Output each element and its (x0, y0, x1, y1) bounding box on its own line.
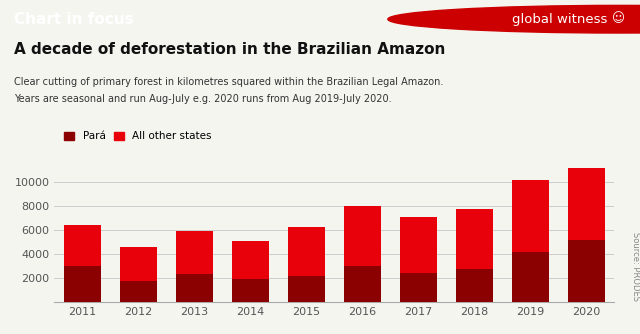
Bar (456, 209, 493, 269)
Text: A decade of deforestation in the Brazilian Amazon: A decade of deforestation in the Brazili… (14, 42, 445, 57)
Bar (512, 180, 548, 252)
Bar (288, 276, 324, 302)
Bar (568, 168, 605, 239)
Text: global witness: global witness (512, 13, 607, 26)
Bar (232, 241, 269, 279)
Bar (568, 239, 605, 302)
Bar (344, 266, 381, 302)
Circle shape (388, 5, 640, 33)
Bar (64, 224, 100, 266)
Bar (176, 274, 212, 302)
Text: Clear cutting of primary forest in kilometres squared within the Brazilian Legal: Clear cutting of primary forest in kilom… (14, 77, 444, 87)
Text: Chart in focus: Chart in focus (14, 12, 134, 27)
Bar (288, 227, 324, 276)
Bar (64, 266, 100, 302)
Bar (344, 206, 381, 266)
Text: ☺: ☺ (612, 12, 625, 25)
Text: Source: PRODES: Source: PRODES (631, 231, 640, 301)
Bar (400, 273, 436, 302)
Bar (120, 247, 157, 281)
Bar (176, 230, 212, 274)
Bar (120, 281, 157, 302)
Bar (512, 252, 548, 302)
Bar (456, 269, 493, 302)
Bar (232, 279, 269, 302)
Bar (400, 217, 436, 273)
Legend: Pará, All other states: Pará, All other states (60, 127, 216, 146)
Text: Years are seasonal and run Aug-July e.g. 2020 runs from Aug 2019-July 2020.: Years are seasonal and run Aug-July e.g.… (14, 94, 392, 104)
